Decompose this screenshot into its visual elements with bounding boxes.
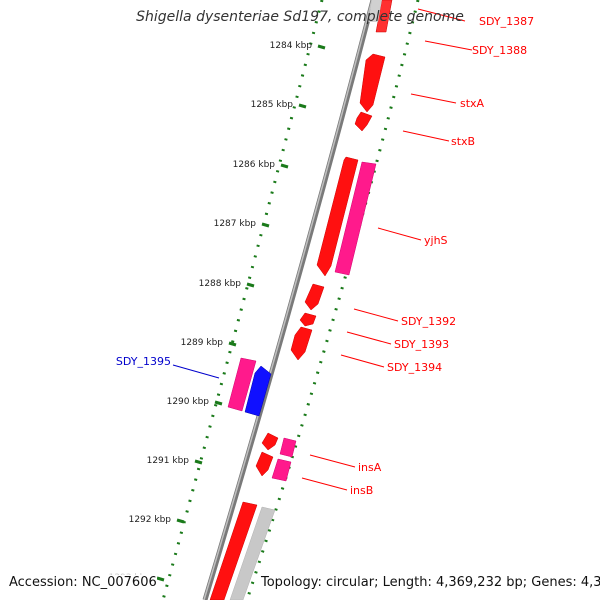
ruler-tick-label: 1289 kbp [181, 338, 224, 348]
ruler-tick-label: 1292 kbp [129, 515, 172, 525]
gene-label[interactable]: insA [358, 461, 382, 474]
gene-label[interactable]: SDY_1392 [401, 315, 456, 328]
gene-label-leader [309, 454, 356, 468]
ruler-tick [317, 44, 326, 50]
ruler-tick-label: 1287 kbp [214, 219, 257, 229]
gene-label[interactable]: SDY_1388 [472, 44, 527, 57]
gene-label-leader [346, 331, 392, 345]
gene-stxb[interactable] [354, 111, 373, 132]
gene-label[interactable]: SDY_1393 [394, 338, 449, 351]
gene-sdy-1392[interactable] [304, 283, 325, 311]
gene-features[interactable] [209, 0, 393, 601]
gene-large-cds[interactable] [316, 156, 359, 277]
genome-title: Shigella dysenteriae Sd197, complete gen… [136, 9, 464, 25]
genome-backbone [202, 0, 376, 601]
ruler-tick-label: 1291 kbp [147, 456, 190, 466]
gene-label-leader [410, 93, 457, 104]
ruler-tick [246, 282, 255, 288]
ruler-tick [214, 400, 223, 406]
ruler-tick [176, 518, 185, 524]
gene-label-leader [402, 130, 450, 142]
gene-label[interactable]: SDY_1395 [116, 355, 171, 368]
accession-label: Accession: NC_007606 [9, 575, 157, 590]
gene-label[interactable]: stxB [451, 135, 475, 148]
gene-sdy-1393[interactable] [299, 312, 317, 327]
gene-label-leader [377, 227, 422, 241]
ruler-tick [228, 341, 237, 347]
ruler-tick [280, 163, 289, 169]
gene-pink-1395[interactable] [227, 357, 257, 412]
gene-insa-rev[interactable] [279, 437, 297, 458]
ruler-tick-label: 1285 kbp [251, 100, 294, 110]
gene-sdy-1387-gray [368, 0, 382, 22]
ruler-tick-label: 1284 kbp [270, 41, 313, 51]
ruler-tick [194, 459, 203, 465]
gene-sdy-1394[interactable] [290, 326, 313, 361]
gene-label[interactable]: insB [350, 484, 373, 497]
gene-label[interactable]: yjhS [424, 234, 448, 247]
gene-label[interactable]: SDY_1394 [387, 361, 442, 374]
genome-backbone-highlight [203, 0, 373, 601]
gene-label-leader [424, 40, 473, 51]
gene-label-leader [353, 308, 399, 322]
gene-labels[interactable]: SDY_1387 SDY_1388 stxA stxB yjhS SDY_1392 SDY_… [116, 8, 534, 497]
ruler-tick-label: 1288 kbp [199, 279, 242, 289]
ruler-tick-label: 1290 kbp [167, 397, 210, 407]
gene-sdy-1395[interactable] [244, 365, 272, 417]
gene-insb-rev[interactable] [271, 458, 292, 482]
ruler-tick [261, 222, 270, 228]
gene-label-leader [301, 477, 348, 491]
ruler-tick-label: 1286 kbp [233, 160, 276, 170]
gene-stxa[interactable] [359, 53, 386, 113]
ruler-tick [298, 103, 307, 109]
gene-label-leader [417, 8, 466, 22]
ruler-tick [156, 576, 165, 582]
gene-yjhs[interactable] [334, 161, 377, 276]
topology-label: Topology: circular; Length: 4,369,232 bp… [261, 575, 600, 590]
gene-label-leader [340, 354, 385, 368]
gene-insb[interactable] [255, 451, 274, 477]
gene-insa[interactable] [261, 432, 279, 451]
gene-label-leader [172, 364, 220, 379]
gene-label[interactable]: SDY_1387 [479, 15, 534, 28]
ruler-ticks: 1284 kbp 1285 kbp 1286 kbp 1287 kbp 1288 kbp… [109, 41, 326, 583]
gene-label[interactable]: stxA [460, 97, 485, 110]
